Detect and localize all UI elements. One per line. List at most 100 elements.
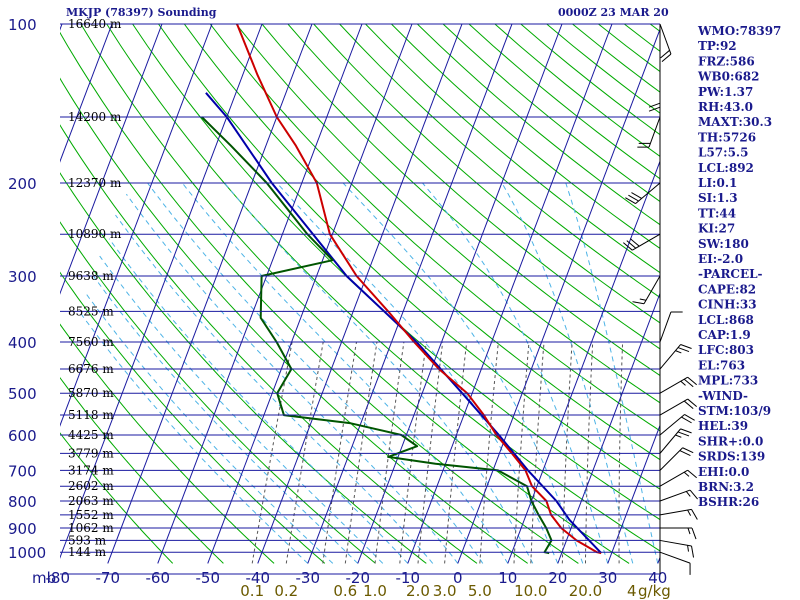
stat-line: SI:1.3	[698, 191, 738, 205]
height-label: 16640 m	[68, 17, 122, 31]
wind-barb	[659, 344, 692, 370]
wind-barb-staff	[659, 414, 685, 436]
wind-barb-half-flag	[685, 491, 691, 497]
height-label: 12370 m	[68, 176, 122, 190]
wind-barb	[648, 75, 661, 112]
temperature-tick-label: -50	[196, 569, 221, 587]
temperature-tick-label: -30	[296, 569, 321, 587]
isotherm	[157, 24, 363, 564]
pressure-label: 100	[8, 16, 37, 34]
stat-line: RH:43.0	[698, 100, 753, 114]
wind-barbs	[623, 23, 698, 575]
wind-barb-flag	[648, 106, 661, 112]
mixing-ratio-line	[251, 341, 293, 564]
chart-title: MKJP (78397) Sounding	[66, 6, 217, 19]
stat-line: BSHR:26	[698, 495, 759, 509]
chart-datetime: 0000Z 23 MAR 20	[558, 6, 669, 19]
wind-barb-flag	[628, 194, 639, 202]
wind-barb-staff	[659, 508, 692, 516]
wind-barb-flag	[691, 509, 698, 520]
wind-barb-half-flag	[687, 509, 692, 516]
isotherm	[60, 24, 113, 163]
temperature-tick-label: -60	[146, 569, 171, 587]
moist-adiabat	[115, 214, 434, 564]
stat-line: FRZ:586	[698, 54, 755, 68]
wind-barb-flag	[625, 197, 636, 205]
wind-barb	[659, 447, 694, 471]
mixing-ratio-tick-label: 2.0	[406, 582, 430, 600]
isotherm	[60, 24, 163, 295]
height-label: 5870 m	[68, 386, 114, 400]
height-label: 14200 m	[68, 110, 122, 124]
dry-adiabat	[365, 24, 660, 274]
wind-barb-flag	[691, 527, 697, 540]
mixing-ratio-line	[561, 341, 573, 564]
temperature-tick-label: 40	[648, 569, 667, 587]
stat-line: EL:763	[698, 358, 745, 372]
dry-adiabat	[60, 323, 275, 564]
wind-barb-half-flag	[687, 527, 691, 535]
stat-line: CAPE:82	[698, 282, 756, 296]
temperature-tick-label: -20	[346, 569, 371, 587]
temperature-tick-label: -70	[96, 569, 121, 587]
pressure-label: 800	[8, 493, 37, 511]
isotherm	[107, 24, 313, 564]
plot-area	[60, 23, 660, 575]
wind-barb-flag	[661, 53, 672, 62]
mixing-ratio-line	[417, 341, 444, 564]
wind-barb-flag	[680, 428, 692, 434]
moist-adiabat	[147, 182, 484, 564]
isotherm	[457, 27, 660, 564]
dry-adiabat	[132, 24, 660, 521]
wind-barb-half-flag	[683, 471, 690, 477]
stat-line: TP:92	[698, 39, 737, 53]
wind-barb-staff	[635, 182, 661, 204]
moist-adiabat	[342, 182, 584, 564]
moist-adiabat	[224, 182, 534, 564]
isotherm	[207, 24, 413, 564]
stat-line: -WIND-	[698, 389, 748, 403]
wind-barb-flag	[687, 376, 697, 386]
stat-line: TH:5726	[698, 130, 756, 144]
mixing-ratio-line	[513, 341, 530, 564]
pressure-label: 900	[8, 520, 37, 538]
mixing-ratio-tick-label: 10.0	[514, 582, 547, 600]
dry-adiabat	[60, 432, 174, 564]
height-label: 1552 m	[68, 508, 114, 522]
stat-line: LI:0.1	[698, 176, 737, 190]
stat-line: -PARCEL-	[698, 267, 763, 281]
wind-barb-staff	[659, 428, 681, 454]
wind-barb-flag	[677, 347, 690, 353]
height-label: 9638 m	[68, 269, 114, 283]
wind-barb-flag	[691, 545, 695, 558]
moist-adiabat	[99, 255, 384, 564]
mixing-ratio-line	[374, 341, 405, 564]
moist-adiabat	[78, 311, 309, 564]
stat-line: LCL:892	[698, 161, 754, 175]
wind-barb-flag	[632, 301, 645, 305]
temperature-tick-label: 0	[453, 569, 463, 587]
wind-barb	[659, 311, 683, 343]
isotherm	[407, 24, 613, 564]
isotherm	[60, 24, 213, 427]
height-label: 3779 m	[68, 446, 114, 460]
wind-barb-half-flag	[680, 380, 686, 386]
dry-adiabat	[339, 24, 660, 299]
stat-line: SHR+:0.0	[698, 434, 763, 448]
mixing-ratio-tick-label: 5.0	[468, 582, 492, 600]
wind-barb-staff	[643, 275, 661, 304]
mixing-ratio-tick-label: 0.2	[274, 582, 298, 600]
pressure-label: 700	[8, 462, 37, 480]
mixing-ratio-line	[344, 341, 378, 564]
temperature-tick-label: -10	[396, 569, 421, 587]
isotherm	[60, 24, 263, 559]
wind-barb-flag	[682, 447, 694, 454]
wind-barb-flag	[681, 416, 692, 424]
pressure-label: 600	[8, 427, 37, 445]
wind-barb-half-flag	[639, 298, 647, 301]
mixing-ratio-tick-label: 0.6	[333, 582, 357, 600]
pressure-label: 300	[8, 268, 37, 286]
mixing-ratio-line	[322, 341, 357, 564]
dry-adiabat	[80, 24, 630, 564]
